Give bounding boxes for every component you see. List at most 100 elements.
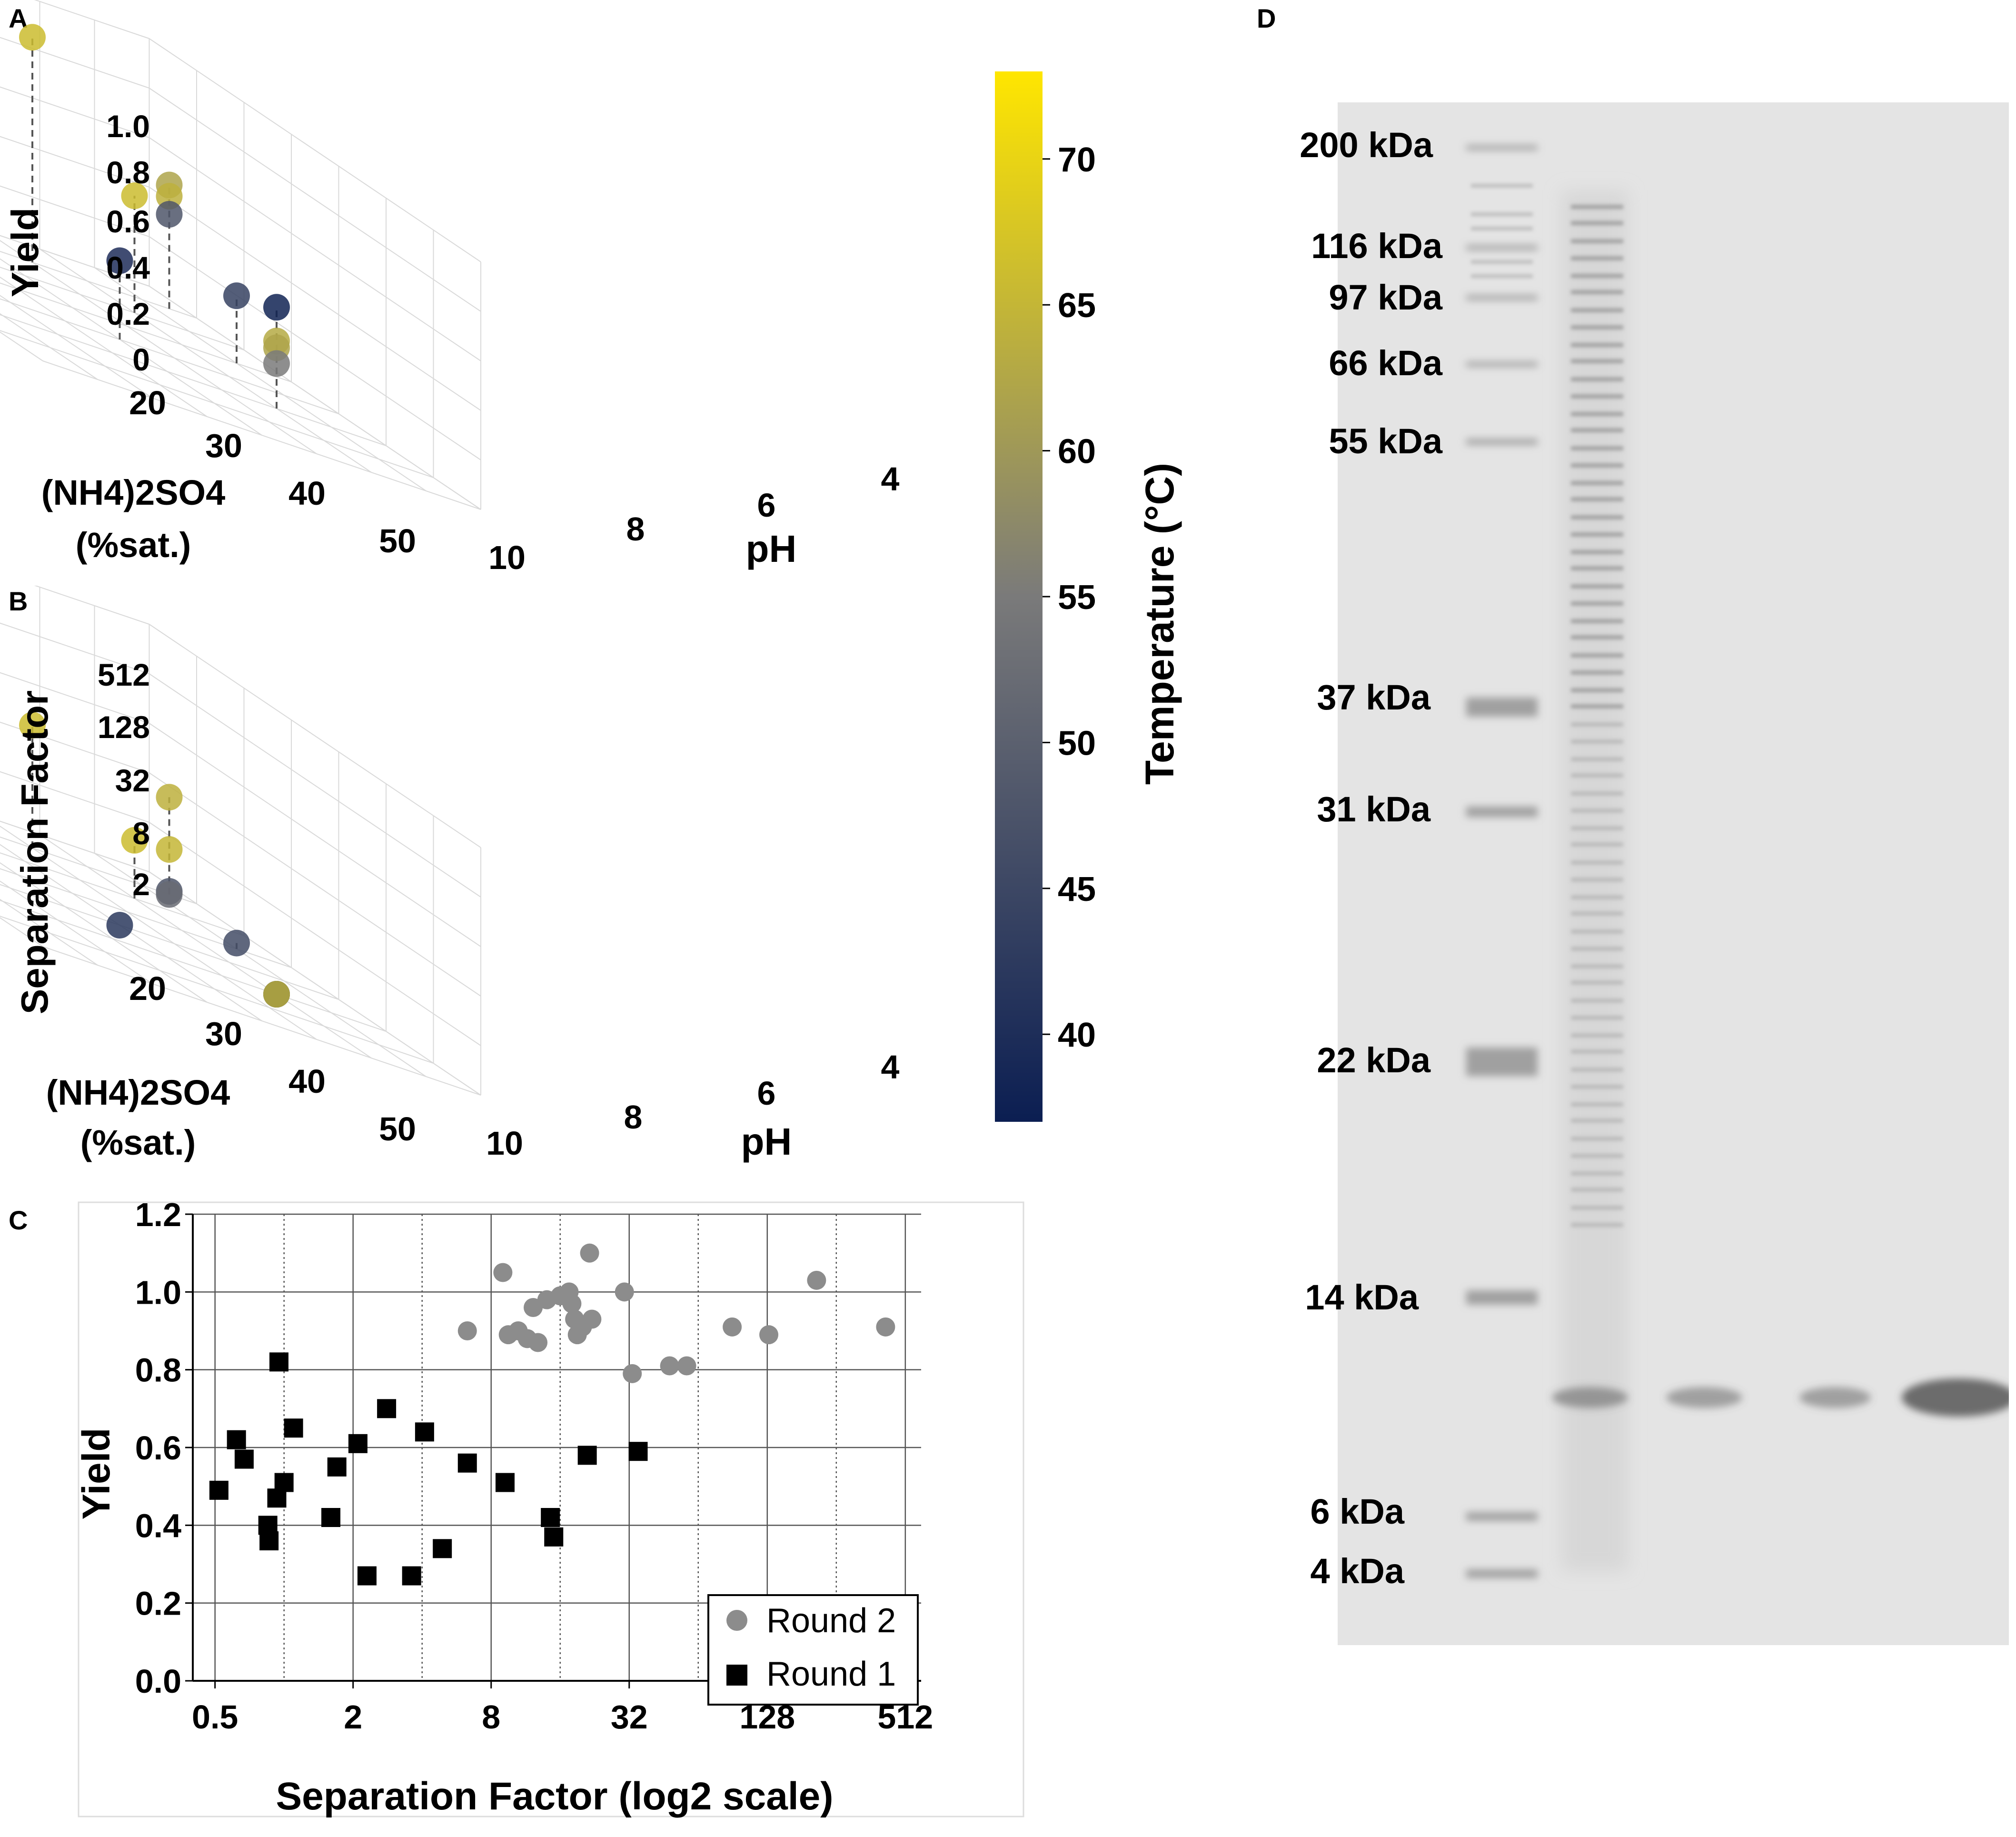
data-point (263, 350, 290, 377)
panel-b-y-label-1: (NH4)2SO4 (46, 1073, 230, 1112)
data-point (259, 1531, 279, 1550)
colorbar-tick-label: 70 (1058, 141, 1096, 179)
panel-b-points (19, 711, 290, 1008)
ladder-band (1471, 212, 1533, 216)
data-point (677, 1356, 696, 1376)
lysate-band (1571, 929, 1623, 934)
panel-b-3d-scatter: Separation Factor 2 8 32 128 512 20 30 4… (0, 586, 900, 1163)
lysate-band (1571, 826, 1623, 830)
data-point (284, 1418, 303, 1438)
panel-b-z-tick: 128 (98, 709, 150, 745)
lysate-band (1571, 515, 1623, 519)
lysate-band (1571, 947, 1623, 951)
target-band (1552, 1387, 1628, 1408)
ladder-band (1466, 295, 1538, 300)
data-point (544, 1527, 564, 1547)
data-point (209, 1480, 228, 1500)
data-point (121, 827, 148, 854)
data-point (156, 784, 183, 811)
data-point (615, 1282, 634, 1302)
panel-a-3d-scatter: Yield 0 0.2 0.4 0.6 0.8 1.0 20 30 40 50 … (0, 0, 900, 576)
gel-ladder-lane (1466, 145, 1538, 1578)
panel-c-legend: Round 2 Round 1 (707, 1594, 919, 1706)
grid-line (39, 834, 372, 1058)
lysate-band (1571, 773, 1623, 778)
gel-marker-label: 14 kDa (1305, 1278, 1419, 1317)
lysate-band (1571, 704, 1623, 709)
ladder-band (1466, 1048, 1538, 1076)
y-tick-label: 1.0 (135, 1274, 181, 1311)
grid-line (0, 771, 149, 823)
data-point (660, 1356, 679, 1376)
lysate-band (1571, 308, 1623, 312)
grid-line (0, 295, 153, 399)
x-tick-label: 8 (482, 1698, 500, 1736)
lysate-band (1571, 653, 1623, 658)
panel-a-y-tick: 20 (129, 384, 166, 421)
grid-line (0, 276, 208, 417)
grid-line (149, 236, 481, 460)
lysate-band (1571, 412, 1623, 416)
data-point (541, 1508, 560, 1527)
lysate-band (1571, 274, 1623, 278)
data-point (269, 1352, 288, 1372)
grid-line (0, 862, 208, 1003)
grid-line (149, 286, 481, 510)
lysate-band (1571, 463, 1623, 468)
gel-background (1338, 102, 2009, 1645)
grid-line (0, 672, 149, 724)
lysate-band (1571, 911, 1623, 916)
lysate-band (1571, 1102, 1623, 1107)
grid-line (0, 852, 244, 936)
lysate-band (1571, 878, 1623, 882)
colorbar-tick-label: 60 (1058, 433, 1096, 471)
panel-b-y-tick: 50 (379, 1110, 416, 1148)
lysate-band (1571, 1118, 1623, 1123)
lysate-band (1571, 566, 1623, 570)
ladder-band (1471, 227, 1533, 230)
grid-line (0, 844, 262, 1021)
grid-line (42, 360, 481, 510)
grid-line (0, 330, 434, 478)
ladder-band (1466, 145, 1538, 150)
data-point (263, 981, 290, 1008)
data-point (106, 912, 133, 938)
data-point (234, 1449, 254, 1469)
panel-a-y-label-line1: (NH4)2SO4 (41, 473, 226, 512)
grid-line (149, 137, 481, 361)
panel-b-z-tick: 8 (132, 816, 150, 851)
panel-b-z-label: Separation Factor (13, 690, 56, 1014)
grid-line (149, 772, 481, 997)
lysate-band (1571, 446, 1623, 450)
ladder-band (1466, 1290, 1538, 1305)
grid-line (149, 624, 481, 848)
target-band (1902, 1378, 2009, 1417)
panel-a-x-tick: 6 (757, 487, 776, 524)
grid-line (0, 136, 149, 188)
data-point (580, 1243, 599, 1263)
lysate-band (1571, 670, 1623, 675)
data-point (402, 1566, 421, 1586)
panel-a-z-tick: 0.6 (106, 204, 150, 239)
grid-line (0, 185, 149, 237)
x-tick-label: 32 (611, 1698, 648, 1736)
data-point (263, 294, 290, 321)
panel-b-y-tick: 30 (205, 1015, 242, 1052)
gel-marker-label: 22 kDa (1317, 1040, 1430, 1080)
grid-line (149, 871, 481, 1096)
data-point (759, 1325, 779, 1345)
grid-line (0, 880, 153, 984)
data-point (357, 1566, 377, 1586)
ladder-band (1466, 698, 1538, 717)
data-point (493, 1263, 513, 1282)
data-point (623, 1364, 642, 1383)
panel-a-z-tick: 0.4 (106, 250, 150, 285)
data-point (156, 836, 183, 863)
lysate-band (1571, 1171, 1623, 1176)
y-tick-label: 0.6 (135, 1429, 181, 1467)
ladder-band (1466, 439, 1538, 445)
lysate-band (1571, 359, 1623, 363)
lysate-band (1571, 809, 1623, 813)
y-tick-label: 0.2 (135, 1585, 181, 1622)
lysate-band (1571, 842, 1623, 847)
